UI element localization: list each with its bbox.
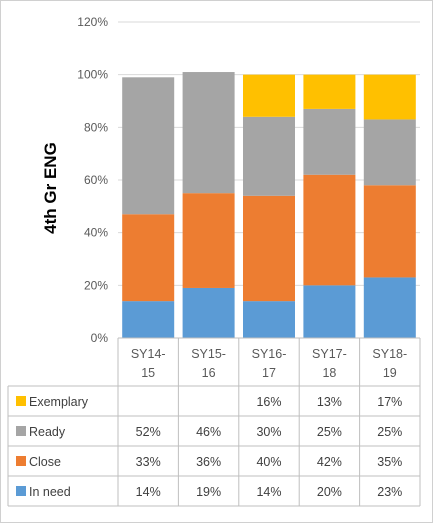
bar-segment xyxy=(182,72,235,194)
bar-segment xyxy=(122,214,175,302)
bar-segment xyxy=(363,185,416,278)
bar-segment xyxy=(303,108,356,175)
legend-entry: Ready xyxy=(29,425,66,439)
data-label: 42% xyxy=(317,455,342,469)
bar-segment xyxy=(182,287,235,338)
legend-key xyxy=(16,456,26,466)
legend-key xyxy=(16,426,26,436)
category-label: 16 xyxy=(202,366,216,380)
data-label: 13% xyxy=(317,395,342,409)
bar-segment xyxy=(303,74,356,109)
data-label: 36% xyxy=(196,455,221,469)
category-label: 15 xyxy=(141,366,155,380)
bar-segment xyxy=(243,116,295,196)
y-tick-label: 40% xyxy=(84,226,108,240)
data-label: 23% xyxy=(377,485,402,499)
data-label: 30% xyxy=(256,425,281,439)
data-label: 14% xyxy=(256,485,281,499)
y-tick-label: 0% xyxy=(91,331,109,345)
y-tick-label: 100% xyxy=(77,68,108,82)
bar-segment xyxy=(122,301,175,338)
y-tick-label: 120% xyxy=(77,15,108,29)
category-label: SY14- xyxy=(131,347,166,361)
category-label: 19 xyxy=(383,366,397,380)
data-label: 52% xyxy=(136,425,161,439)
bar-segment xyxy=(243,195,295,302)
y-tick-label: 60% xyxy=(84,173,108,187)
data-label: 40% xyxy=(256,455,281,469)
bar-segment xyxy=(363,277,416,338)
legend-key xyxy=(16,396,26,406)
data-label: 16% xyxy=(256,395,281,409)
bar-segment xyxy=(243,74,295,117)
bar-segment xyxy=(303,285,356,338)
category-label: 18 xyxy=(322,366,336,380)
data-label: 33% xyxy=(136,455,161,469)
bar-segment xyxy=(243,301,295,338)
bar-segment xyxy=(363,74,416,120)
data-label: 46% xyxy=(196,425,221,439)
data-label: 25% xyxy=(377,425,402,439)
category-label: SY15- xyxy=(191,347,226,361)
data-label: 17% xyxy=(377,395,402,409)
legend-entry: Exemplary xyxy=(29,395,89,409)
bar-segment xyxy=(303,174,356,286)
data-label: 14% xyxy=(136,485,161,499)
category-label: SY18- xyxy=(372,347,407,361)
data-label: 20% xyxy=(317,485,342,499)
bar-segment xyxy=(122,77,175,215)
y-tick-label: 80% xyxy=(84,120,108,134)
bar-segment xyxy=(363,119,416,186)
category-label: 17 xyxy=(262,366,276,380)
legend-entry: Close xyxy=(29,455,61,469)
category-label: SY16- xyxy=(252,347,287,361)
category-label: SY17- xyxy=(312,347,347,361)
data-label: 25% xyxy=(317,425,342,439)
bar-segment xyxy=(182,193,235,288)
legend-entry: In need xyxy=(29,485,71,499)
y-axis-label: 4th Gr ENG xyxy=(41,142,60,234)
data-label: 35% xyxy=(377,455,402,469)
legend-key xyxy=(16,486,26,496)
data-label: 19% xyxy=(196,485,221,499)
y-tick-label: 20% xyxy=(84,278,108,292)
